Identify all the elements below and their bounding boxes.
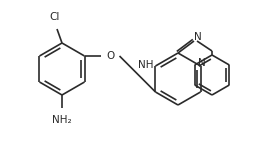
Text: O: O (106, 51, 115, 61)
Text: NH₂: NH₂ (52, 115, 72, 125)
Text: NH: NH (138, 60, 154, 70)
Text: N: N (194, 32, 202, 42)
Text: Cl: Cl (50, 12, 60, 22)
Text: N: N (198, 58, 205, 68)
